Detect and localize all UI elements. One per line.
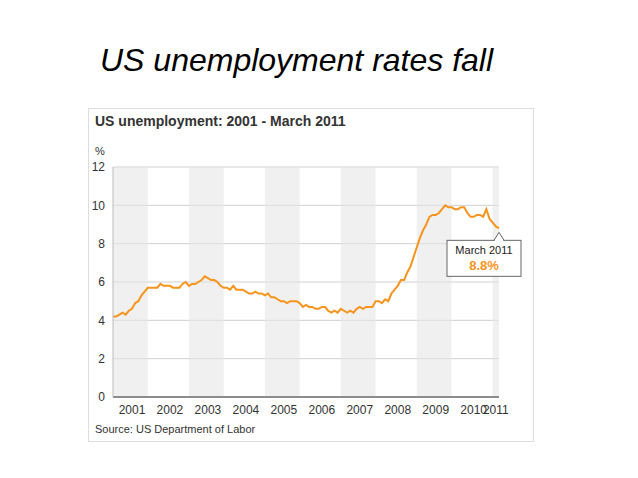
svg-text:2007: 2007 [346,403,373,417]
svg-text:8.8%: 8.8% [469,258,499,273]
svg-text:0: 0 [98,390,105,404]
svg-text:2010: 2010 [460,402,487,417]
html-text:Source: US Department of Labor: Source: US Department of Labor [95,423,256,435]
svg-text:4: 4 [98,314,105,328]
svg-text:10: 10 [92,199,106,213]
svg-text:2008: 2008 [384,403,411,417]
svg-text:6: 6 [98,275,105,289]
svg-text:8: 8 [98,237,105,251]
svg-text:2003: 2003 [195,403,222,417]
svg-text:2006: 2006 [308,403,335,417]
html-text:US unemployment: 2001 - March: US unemployment: 2001 - March 2011 [95,113,346,129]
svg-text:March 2011: March 2011 [455,244,512,256]
svg-text:2005: 2005 [271,403,298,417]
svg-text:2001: 2001 [119,403,146,417]
html-text:US unemployment rates fall: US unemployment rates fall [100,42,494,78]
svg-text:12: 12 [92,160,106,174]
svg-text:2009: 2009 [422,403,449,417]
svg-text:2: 2 [98,352,105,366]
svg-text:2004: 2004 [233,403,260,417]
svg-text:2011: 2011 [483,403,509,417]
svg-text:2002: 2002 [157,403,184,417]
